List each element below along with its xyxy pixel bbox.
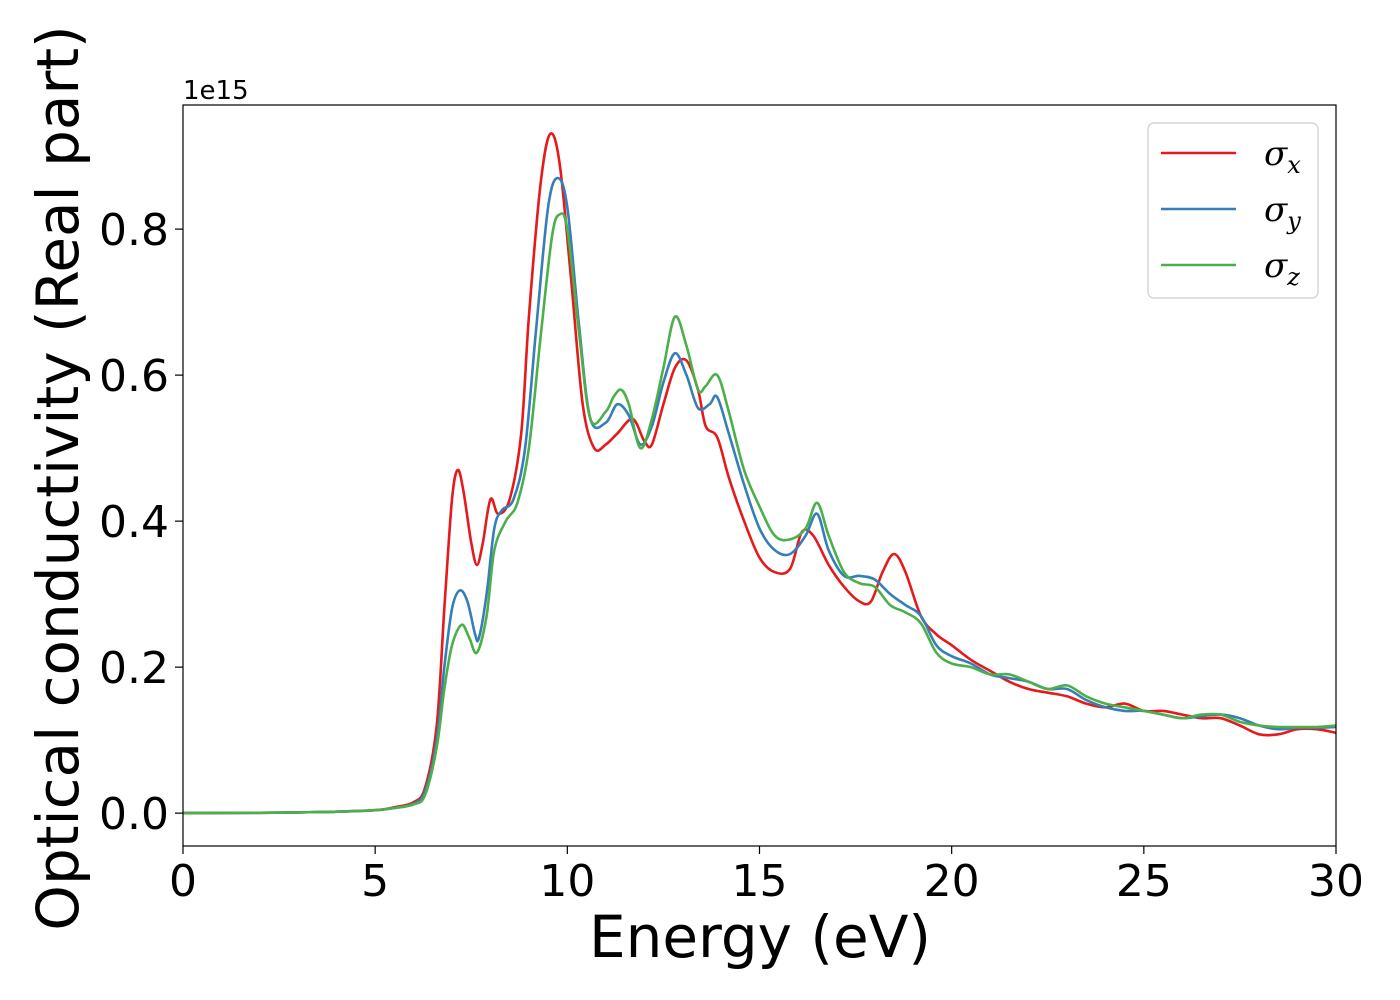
series-line-z <box>183 212 1336 815</box>
y-tick-label: 0.4 <box>99 497 169 548</box>
x-tick-label: 30 <box>1308 856 1364 907</box>
y-tick-label: 0.2 <box>99 643 169 694</box>
x-tick-label: 5 <box>361 856 389 907</box>
legend-box <box>1147 122 1319 299</box>
y-offset-label: 1e15 <box>183 76 249 106</box>
x-tick-label: 20 <box>924 856 980 907</box>
y-axis-ticks: 0.0 0.2 0.4 0.6 0.8 <box>99 205 183 840</box>
series-line-x <box>183 132 1336 815</box>
series-line-y <box>183 176 1336 815</box>
y-axis-label: Optical conductivity (Real part) <box>24 25 92 930</box>
x-tick-label: 10 <box>539 856 595 907</box>
legend-label-y: σy <box>1264 190 1301 235</box>
x-tick-label: 0 <box>169 856 197 907</box>
series-layer <box>183 132 1336 815</box>
y-tick-label: 0.8 <box>99 205 169 256</box>
legend-label-x: σx <box>1264 134 1301 179</box>
x-axis-label: Energy (eV) <box>589 903 931 971</box>
x-axis-ticks: 0 5 10 15 20 25 30 <box>169 846 1364 907</box>
legend: σx σy σz <box>1147 122 1319 299</box>
y-tick-label: 0.6 <box>99 351 169 402</box>
legend-label-z: σz <box>1264 246 1300 291</box>
y-tick-label: 0.0 <box>99 789 169 840</box>
x-tick-label: 15 <box>732 856 788 907</box>
x-tick-label: 25 <box>1116 856 1172 907</box>
